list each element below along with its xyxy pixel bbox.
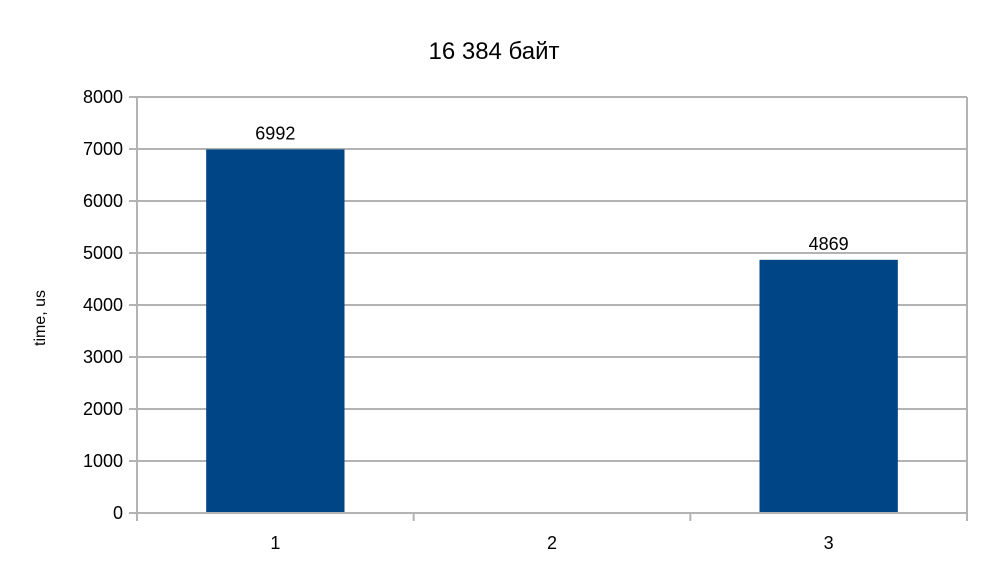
labels: 0 1000 2000 3000 4000 5000 6000 7000 8000 6992 1 2 4…	[83, 87, 849, 553]
data-label: 6992	[255, 123, 295, 143]
y-tick-label: 5000	[83, 243, 123, 263]
y-tick-label: 0	[113, 503, 123, 523]
bar	[759, 259, 898, 513]
bar	[206, 149, 345, 513]
x-tick-label: 3	[824, 533, 834, 553]
data-label: 4869	[809, 234, 849, 254]
bars	[206, 149, 898, 513]
y-tick-label: 7000	[83, 139, 123, 159]
chart-title: 16 384 байт	[428, 38, 559, 65]
y-tick-label: 6000	[83, 191, 123, 211]
x-tick-label: 1	[270, 533, 280, 553]
x-tick-label: 2	[547, 533, 557, 553]
y-tick-label: 4000	[83, 295, 123, 315]
y-tick-label: 1000	[83, 451, 123, 471]
axes	[129, 96, 968, 521]
y-axis-label: time, us	[32, 290, 49, 346]
y-tick-label: 3000	[83, 347, 123, 367]
y-tick-label: 8000	[83, 87, 123, 107]
y-tick-label: 2000	[83, 399, 123, 419]
